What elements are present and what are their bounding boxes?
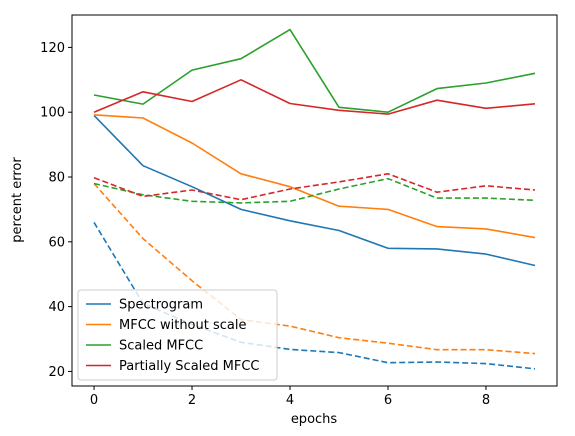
y-axis-label: percent error — [10, 157, 25, 243]
series-line-unlabeled-3-dashed — [93, 182, 536, 355]
y-tick-label: 20 — [48, 365, 65, 380]
series-line-spectrogram — [93, 114, 536, 267]
series-line-partially-scaled-mfcc — [93, 79, 536, 115]
series-line-unlabeled-7-dashed — [93, 173, 536, 201]
y-tick-label: 100 — [40, 106, 65, 121]
x-tick-label: 6 — [384, 393, 392, 408]
x-tick-label: 2 — [188, 393, 196, 408]
plot-frame — [71, 14, 558, 387]
y-tick-label: 80 — [48, 171, 65, 186]
x-axis: 0 2 4 6 8 — [90, 386, 490, 408]
x-axis-label: epochs — [291, 412, 338, 427]
series-line-mfcc-without-scale — [93, 114, 536, 239]
y-tick-label: 40 — [48, 300, 65, 315]
legend-box — [77, 289, 278, 381]
x-tick-label: 4 — [286, 393, 294, 408]
y-tick-label: 120 — [40, 41, 65, 56]
legend-label-spectrogram: Spectrogram — [119, 298, 203, 313]
y-axis: 20 40 60 80 100 120 — [40, 41, 72, 380]
legend-label-mfcc-without-scale: MFCC without scale — [119, 318, 246, 333]
series-line-unlabeled-5-dashed — [93, 177, 536, 204]
y-tick-label: 60 — [48, 235, 65, 250]
legend-label-partially-scaled-mfcc: Partially Scaled MFCC — [119, 359, 260, 374]
x-tick-label: 8 — [482, 393, 490, 408]
x-tick-label: 0 — [90, 393, 98, 408]
series-line-scaled-mfcc — [93, 28, 536, 113]
legend: Spectrogram MFCC without scale Scaled MFCC… — [77, 289, 278, 381]
legend-label-scaled-mfcc: Scaled MFCC — [119, 339, 203, 354]
